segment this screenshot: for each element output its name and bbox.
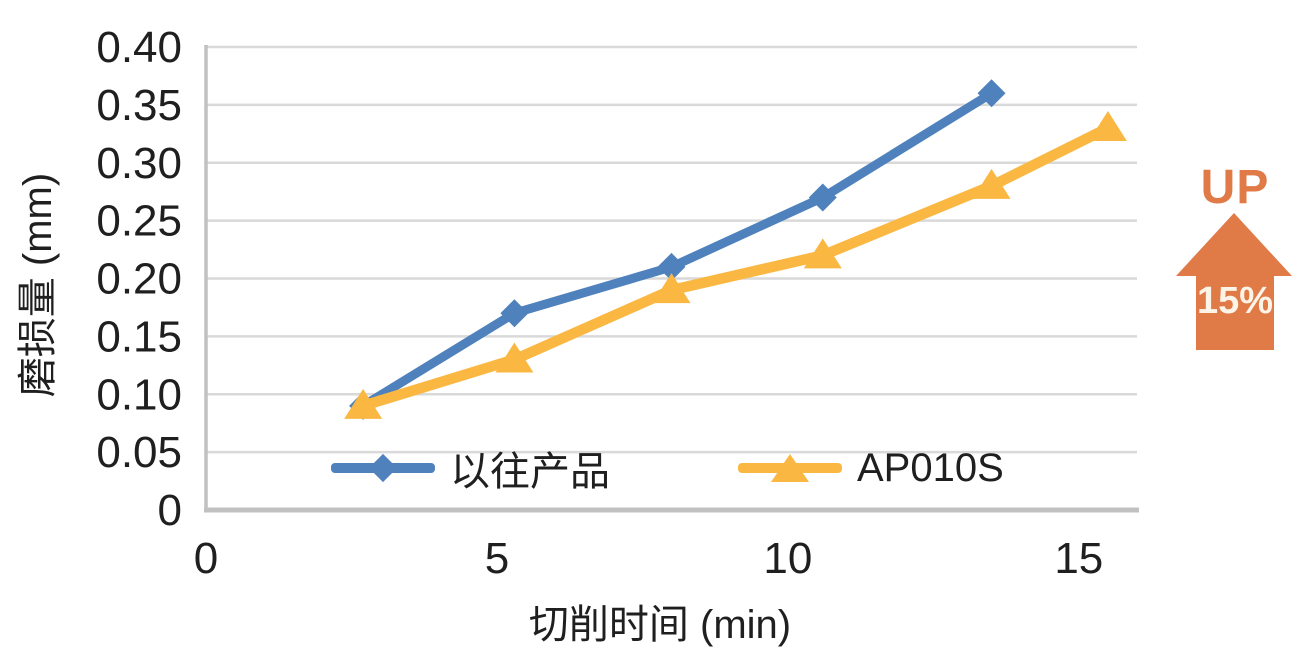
data-point-triangle: [972, 168, 1011, 199]
y-tick-label: 0.15: [96, 312, 182, 361]
x-tick-label: 10: [763, 534, 812, 583]
data-point-diamond: [500, 299, 529, 328]
y-axis-title: 磨损量 (mm): [16, 172, 60, 398]
x-tick-label: 5: [485, 534, 509, 583]
up-arrow-icon: 15%: [1176, 213, 1292, 350]
series-line-AP010S: [357, 122, 1114, 412]
y-tick-label: 0.05: [96, 428, 182, 477]
series-line-以往产品: [358, 88, 997, 411]
up-label: UP: [1200, 161, 1270, 214]
improvement-badge: UP 15%: [1171, 164, 1299, 351]
data-point-triangle: [495, 342, 534, 373]
x-axis-title: 切削时间 (min): [528, 603, 792, 647]
legend-swatch-previous-product: [331, 446, 435, 490]
data-point-diamond: [657, 252, 686, 281]
legend-item-previous-product: 以往产品: [331, 446, 610, 494]
triangle-marker-icon: [771, 454, 809, 482]
data-point-diamond: [808, 183, 837, 212]
data-point-triangle: [652, 273, 691, 304]
y-tick-label: 0: [158, 486, 182, 535]
legend-item-ap010s: AP010S: [738, 446, 1004, 490]
y-tick-label: 0.40: [96, 23, 182, 72]
legend-label-previous-product: 以往产品: [450, 450, 610, 494]
legend-swatch-ap010s: [738, 446, 842, 490]
data-point-triangle: [1088, 111, 1127, 142]
x-tick-label: 15: [1054, 534, 1103, 583]
y-tick-label: 0.30: [96, 139, 182, 188]
y-tick-label: 0.35: [96, 81, 182, 130]
data-point-diamond: [977, 79, 1006, 108]
data-point-triangle: [344, 388, 383, 419]
data-point-triangle: [803, 238, 842, 269]
diamond-marker-icon: [368, 453, 398, 483]
y-tick-label: 0.20: [96, 255, 182, 304]
improvement-percent: 15%: [1197, 280, 1273, 322]
y-tick-label: 0.10: [96, 370, 182, 419]
y-tick-label: 0.25: [96, 197, 182, 246]
up-arrow-shape: [1176, 213, 1292, 350]
legend-label-ap010s: AP010S: [857, 445, 1004, 490]
x-tick-label: 0: [194, 534, 218, 583]
